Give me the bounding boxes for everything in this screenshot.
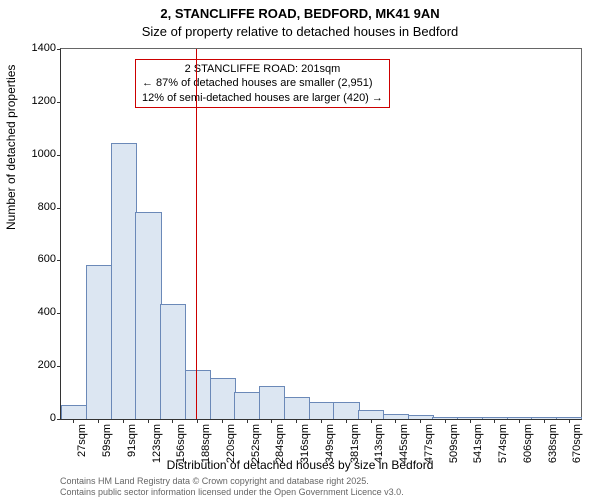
annotation-line1: 2 STANCLIFFE ROAD: 201sqm xyxy=(142,62,383,76)
x-tick-mark xyxy=(148,419,149,423)
x-tick-mark xyxy=(420,419,421,423)
y-tick-mark xyxy=(57,419,61,420)
y-tick-mark xyxy=(57,102,61,103)
y-tick-label: 400 xyxy=(38,306,56,318)
x-tick-mark xyxy=(271,419,272,423)
x-tick-mark xyxy=(544,419,545,423)
x-tick-label: 284sqm xyxy=(274,424,286,463)
x-tick-label: 316sqm xyxy=(299,424,311,463)
y-tick-label: 1200 xyxy=(32,95,56,107)
footer: Contains HM Land Registry data © Crown c… xyxy=(60,476,404,498)
annotation-line2: ← 87% of detached houses are smaller (2,… xyxy=(142,76,383,90)
x-tick-label: 220sqm xyxy=(225,424,237,463)
x-tick-mark xyxy=(445,419,446,423)
x-tick-label: 123sqm xyxy=(151,424,163,463)
x-tick-mark xyxy=(395,419,396,423)
histogram-bar xyxy=(259,386,285,419)
x-tick-mark xyxy=(346,419,347,423)
x-tick-mark xyxy=(569,419,570,423)
histogram-bar xyxy=(210,378,236,419)
y-tick-mark xyxy=(57,208,61,209)
chart-container: 2, STANCLIFFE ROAD, BEDFORD, MK41 9AN Si… xyxy=(0,0,600,500)
x-tick-label: 445sqm xyxy=(398,424,410,463)
histogram-bar xyxy=(86,265,112,419)
histogram-bar xyxy=(111,143,137,419)
x-tick-label: 606sqm xyxy=(522,424,534,463)
y-tick-mark xyxy=(57,313,61,314)
histogram-bar xyxy=(358,410,384,419)
x-tick-mark xyxy=(172,419,173,423)
x-tick-label: 156sqm xyxy=(175,424,187,463)
x-tick-label: 413sqm xyxy=(374,424,386,463)
y-tick-label: 1000 xyxy=(32,148,56,160)
x-tick-mark xyxy=(98,419,99,423)
annotation-box: 2 STANCLIFFE ROAD: 201sqm ← 87% of detac… xyxy=(135,59,390,108)
y-tick-label: 1400 xyxy=(32,42,56,54)
y-axis-label: Number of detached properties xyxy=(4,65,18,230)
histogram-bar xyxy=(333,402,359,419)
footer-line1: Contains HM Land Registry data © Crown c… xyxy=(60,476,404,487)
x-tick-mark xyxy=(296,419,297,423)
histogram-bar xyxy=(160,304,186,419)
x-tick-mark xyxy=(222,419,223,423)
x-tick-mark xyxy=(247,419,248,423)
histogram-bar xyxy=(185,370,211,419)
plot-area: 2 STANCLIFFE ROAD: 201sqm ← 87% of detac… xyxy=(60,48,582,420)
x-tick-mark xyxy=(494,419,495,423)
x-tick-label: 381sqm xyxy=(349,424,361,463)
x-tick-label: 27sqm xyxy=(76,424,88,457)
x-tick-mark xyxy=(519,419,520,423)
reference-line xyxy=(196,49,197,419)
x-tick-label: 541sqm xyxy=(473,424,485,463)
histogram-bar xyxy=(234,392,260,419)
x-tick-mark xyxy=(73,419,74,423)
y-tick-mark xyxy=(57,260,61,261)
y-tick-label: 600 xyxy=(38,253,56,265)
histogram-bar xyxy=(284,397,310,419)
x-tick-mark xyxy=(470,419,471,423)
x-tick-label: 670sqm xyxy=(572,424,584,463)
x-tick-mark xyxy=(321,419,322,423)
y-tick-label: 200 xyxy=(38,359,56,371)
footer-line2: Contains public sector information licen… xyxy=(60,487,404,498)
x-tick-mark xyxy=(197,419,198,423)
x-tick-label: 91sqm xyxy=(126,424,138,457)
x-tick-label: 349sqm xyxy=(324,424,336,463)
x-tick-label: 59sqm xyxy=(101,424,113,457)
x-tick-label: 188sqm xyxy=(200,424,212,463)
y-tick-label: 800 xyxy=(38,201,56,213)
y-tick-mark xyxy=(57,366,61,367)
annotation-line3: 12% of semi-detached houses are larger (… xyxy=(142,91,383,105)
x-tick-mark xyxy=(123,419,124,423)
x-tick-label: 509sqm xyxy=(448,424,460,463)
x-tick-label: 252sqm xyxy=(250,424,262,463)
y-tick-label: 0 xyxy=(50,412,56,424)
x-tick-label: 574sqm xyxy=(497,424,509,463)
x-tick-label: 638sqm xyxy=(547,424,559,463)
chart-title-line2: Size of property relative to detached ho… xyxy=(0,24,600,39)
histogram-bar xyxy=(135,212,161,419)
y-tick-mark xyxy=(57,49,61,50)
histogram-bar xyxy=(61,405,87,419)
x-tick-mark xyxy=(371,419,372,423)
histogram-bar xyxy=(309,402,335,419)
x-tick-label: 477sqm xyxy=(423,424,435,463)
chart-title-line1: 2, STANCLIFFE ROAD, BEDFORD, MK41 9AN xyxy=(0,6,600,21)
y-tick-mark xyxy=(57,155,61,156)
